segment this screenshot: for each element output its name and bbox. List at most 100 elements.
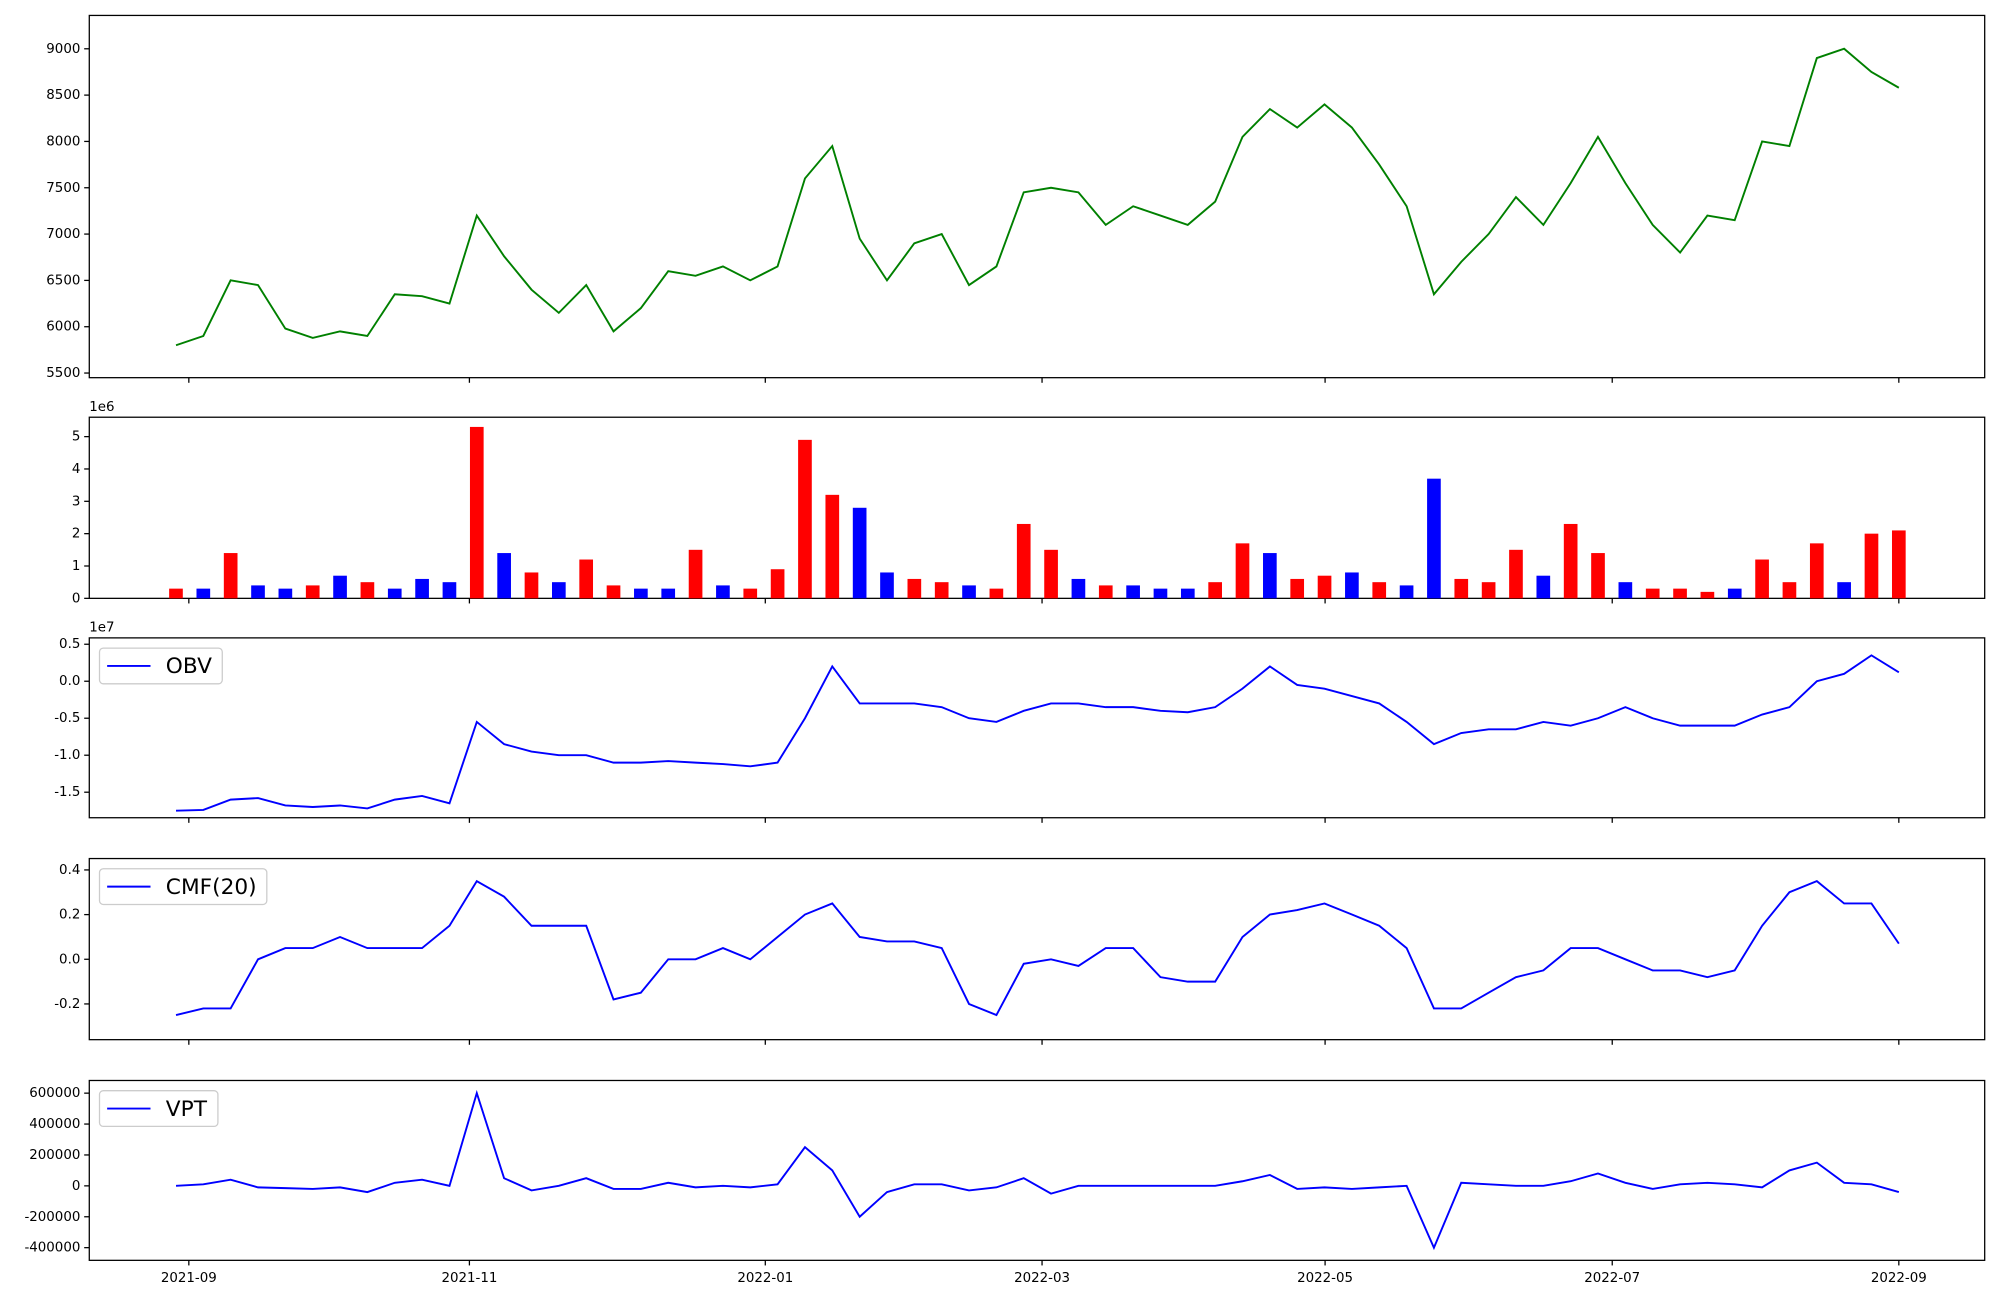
y-tick-label: 400000: [29, 1117, 80, 1132]
bar: [1016, 523, 1031, 599]
bar: [1727, 588, 1742, 599]
bar: [1618, 582, 1633, 599]
y-tick-label: 6000: [46, 320, 80, 335]
y-tick-label: -0.5: [54, 711, 80, 726]
bar: [962, 585, 976, 599]
bar: [387, 588, 402, 599]
bar: [1153, 588, 1168, 599]
bar: [1837, 582, 1851, 599]
bar: [661, 588, 676, 599]
y-tick-label: 200000: [29, 1148, 80, 1163]
x-tick-label: 2022-07: [1584, 1271, 1640, 1286]
y-tick-label: 2: [72, 527, 81, 542]
bar: [1782, 582, 1797, 599]
bar: [798, 439, 812, 599]
bar: [1809, 543, 1824, 599]
bar: [1098, 585, 1113, 599]
bar: [1427, 478, 1441, 599]
bar: [634, 588, 648, 599]
y-tick-label: -200000: [24, 1210, 80, 1225]
y-tick-label: 600000: [29, 1086, 80, 1101]
bar: [825, 494, 840, 599]
bar: [1509, 549, 1523, 599]
bar: [989, 588, 1004, 599]
bar: [770, 569, 785, 599]
y-tick-label: -0.2: [54, 997, 80, 1012]
legend-box: [98, 868, 268, 906]
x-tick-label: 2021-09: [161, 1271, 217, 1286]
legend-label: VPT: [166, 1097, 208, 1122]
bar: [333, 575, 347, 599]
bar: [305, 585, 320, 599]
bar: [524, 572, 539, 599]
y-tick-label: 5500: [46, 366, 80, 381]
bar: [1126, 585, 1140, 599]
bar: [223, 553, 238, 599]
bar: [1044, 549, 1058, 599]
legend-box: [98, 647, 223, 685]
bar: [251, 585, 265, 599]
bar: [1481, 582, 1496, 599]
x-tick-label: 2022-05: [1297, 1271, 1353, 1286]
y-tick-label: 4: [72, 462, 81, 477]
bar: [716, 585, 730, 599]
bar: [1891, 530, 1906, 599]
bar: [1235, 543, 1250, 599]
bar: [1345, 572, 1359, 599]
x-tick-label: 2022-09: [1871, 1271, 1927, 1286]
y-tick-label: -400000: [24, 1241, 80, 1256]
bar: [907, 578, 922, 599]
y-tick-label: 0: [72, 591, 81, 606]
x-tick-label: 2021-11: [441, 1271, 497, 1286]
bar: [551, 582, 566, 599]
plot-frame: [88, 1079, 1986, 1261]
line: [175, 879, 1900, 1017]
bar: [1454, 578, 1469, 599]
y-tick-label: 5: [72, 430, 81, 445]
bar: [415, 578, 429, 599]
bar: [743, 588, 758, 599]
bar: [1673, 588, 1687, 599]
y-tick-label: 0.4: [59, 863, 80, 878]
bar: [1591, 553, 1605, 599]
offset-text: 1e7: [89, 621, 114, 636]
bar: [196, 588, 211, 599]
bar: [1290, 578, 1305, 599]
plot-frame: [88, 637, 1986, 819]
line: [175, 1089, 1900, 1251]
y-tick-label: 0.0: [59, 674, 80, 689]
offset-text: 1e6: [89, 400, 114, 415]
line: [175, 654, 1900, 812]
bar: [1180, 588, 1195, 599]
bar: [1317, 575, 1332, 599]
bar: [469, 426, 484, 599]
y-tick-label: 0.0: [59, 952, 80, 967]
bar: [1645, 588, 1660, 599]
bar: [1536, 575, 1551, 599]
y-tick-label: 7000: [46, 227, 80, 242]
y-tick-label: 1: [72, 559, 81, 574]
plot-frame: [88, 416, 1986, 599]
bar: [497, 553, 511, 599]
bar: [360, 582, 375, 599]
y-tick-label: 6500: [46, 273, 80, 288]
bar: [934, 582, 949, 599]
bar: [606, 585, 621, 599]
legend-label: CMF(20): [166, 875, 257, 900]
bar: [1864, 533, 1879, 599]
bar: [852, 507, 867, 599]
bar: [169, 588, 183, 599]
x-tick-label: 2022-03: [1014, 1271, 1070, 1286]
y-tick-label: 0: [72, 1179, 81, 1194]
line: [175, 47, 1900, 347]
bar: [579, 559, 594, 599]
y-tick-label: 0.2: [59, 908, 80, 923]
y-tick-label: 7500: [46, 181, 80, 196]
bar: [880, 572, 894, 599]
bar: [1755, 559, 1769, 599]
bar: [1399, 585, 1414, 599]
y-tick-label: 0.5: [59, 637, 80, 652]
bar: [1208, 582, 1222, 599]
y-tick-label: 9000: [46, 42, 80, 57]
